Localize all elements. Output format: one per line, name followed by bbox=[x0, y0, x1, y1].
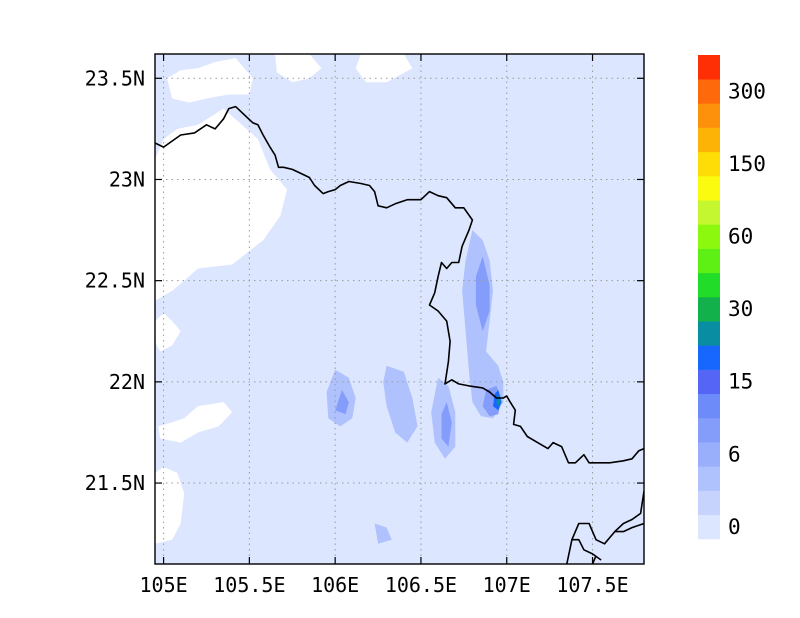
no-data-region bbox=[155, 108, 288, 301]
colorbar-swatch bbox=[698, 103, 720, 128]
colorbar-swatch bbox=[698, 272, 720, 298]
y-tick-label: 23N bbox=[109, 167, 145, 191]
colorbar-swatch bbox=[698, 466, 720, 491]
colorbar-label: 6 bbox=[728, 442, 741, 466]
colorbar-swatch bbox=[698, 369, 720, 395]
colorbar-swatch bbox=[698, 127, 720, 153]
border-line bbox=[566, 490, 644, 564]
graticule bbox=[155, 54, 644, 564]
x-tick-label: 105.5E bbox=[213, 573, 285, 597]
colorbar-swatch bbox=[698, 321, 720, 346]
colorbar-swatch bbox=[698, 490, 720, 516]
y-tick-label: 22N bbox=[109, 370, 145, 394]
no-data-region bbox=[275, 54, 322, 83]
colorbar-swatch bbox=[698, 514, 720, 540]
no-data-region bbox=[355, 54, 413, 83]
x-tick-label: 105E bbox=[139, 573, 187, 597]
colorbar-swatch bbox=[698, 248, 720, 274]
x-tick-label: 106E bbox=[311, 573, 359, 597]
no-data-region bbox=[167, 58, 253, 103]
contour-level-4 bbox=[441, 402, 452, 447]
colorbar-swatch bbox=[698, 297, 720, 322]
colorbar-swatch bbox=[698, 418, 720, 443]
y-tick-label: 21.5N bbox=[85, 471, 145, 495]
no-data-region bbox=[158, 402, 233, 443]
colorbar-label: 30 bbox=[728, 297, 753, 321]
colorbar-swatch bbox=[698, 442, 720, 467]
no-data-region bbox=[155, 313, 181, 352]
colorbar-label: 300 bbox=[728, 79, 766, 103]
contour-level-4 bbox=[475, 256, 490, 332]
y-tick-label: 22.5N bbox=[85, 269, 145, 293]
colorbar-swatch bbox=[698, 345, 720, 370]
map-frame bbox=[154, 53, 645, 565]
contour-level-4 bbox=[335, 390, 349, 415]
colorbar-swatch bbox=[698, 224, 720, 249]
colorbar-label: 15 bbox=[728, 370, 753, 394]
border-line bbox=[614, 522, 644, 533]
y-tick-label: 23.5N bbox=[85, 66, 145, 90]
x-axis-ticks: 105E 105.5E 106E 106.5E 107E 107.5E bbox=[139, 54, 629, 597]
colorbar-label: 60 bbox=[728, 225, 753, 249]
precipitation-contours bbox=[155, 54, 504, 544]
colorbar-label: 150 bbox=[728, 152, 766, 176]
contour-level-8 bbox=[496, 394, 501, 407]
contour-level-2 bbox=[383, 365, 418, 443]
colorbar-swatch bbox=[698, 151, 720, 177]
colorbar-swatch bbox=[698, 200, 720, 225]
no-data-region bbox=[155, 466, 185, 544]
colorbar-swatch bbox=[698, 393, 720, 419]
colorbar: 0 6 15 30 60 150 300 bbox=[698, 55, 766, 540]
colorbar-swatch bbox=[698, 176, 720, 201]
x-tick-label: 107.5E bbox=[556, 573, 628, 597]
colorbar-swatch bbox=[698, 79, 720, 104]
coastline-border-lines bbox=[155, 105, 644, 564]
colorbar-swatch bbox=[698, 55, 720, 80]
colorbar-label: 0 bbox=[728, 515, 741, 539]
x-tick-label: 106.5E bbox=[385, 573, 457, 597]
x-tick-label: 107E bbox=[483, 573, 531, 597]
border-line bbox=[155, 105, 644, 464]
y-axis-ticks: 21.5N 22N 22.5N 23N 23.5N bbox=[85, 66, 644, 495]
contour-level-2 bbox=[374, 523, 392, 544]
